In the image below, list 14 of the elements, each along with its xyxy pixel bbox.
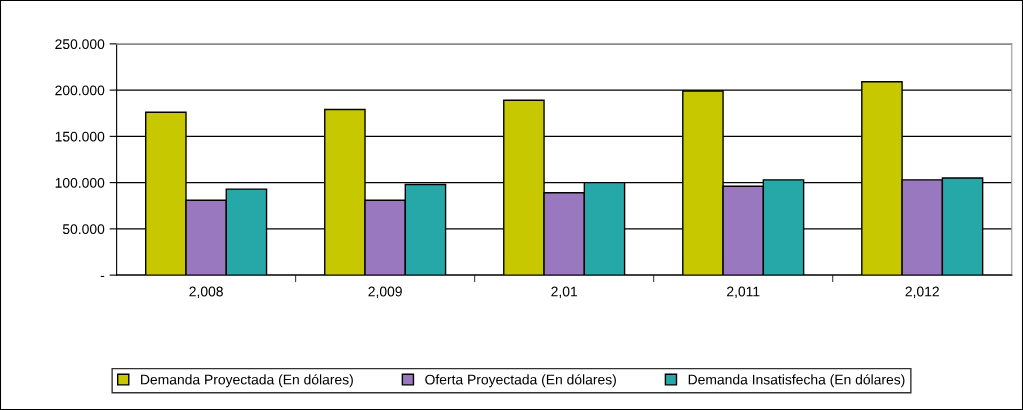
x-tick-label: 2,012: [905, 286, 939, 299]
x-tick-label: 2,009: [368, 286, 402, 299]
y-tick-label: 100.000: [55, 177, 105, 188]
y-tick-label: 250.000: [55, 39, 105, 50]
y-tick-label: 200.000: [55, 85, 105, 96]
y-tick-label: 50.000: [62, 224, 105, 235]
legend-label: Demanda Proyectada (En dólares): [141, 374, 353, 388]
x-tick-label: 2,011: [727, 286, 760, 299]
x-tick-label: 2,01: [551, 286, 578, 299]
legend-label: Oferta Proyectada (En dólares): [425, 374, 616, 388]
x-tick-label: 2,008: [189, 286, 223, 299]
legend-label: Demanda Insatisfecha (En dólares): [688, 374, 905, 388]
y-tick-label: 150.000: [55, 131, 105, 142]
y-tick-label: -: [100, 275, 105, 277]
